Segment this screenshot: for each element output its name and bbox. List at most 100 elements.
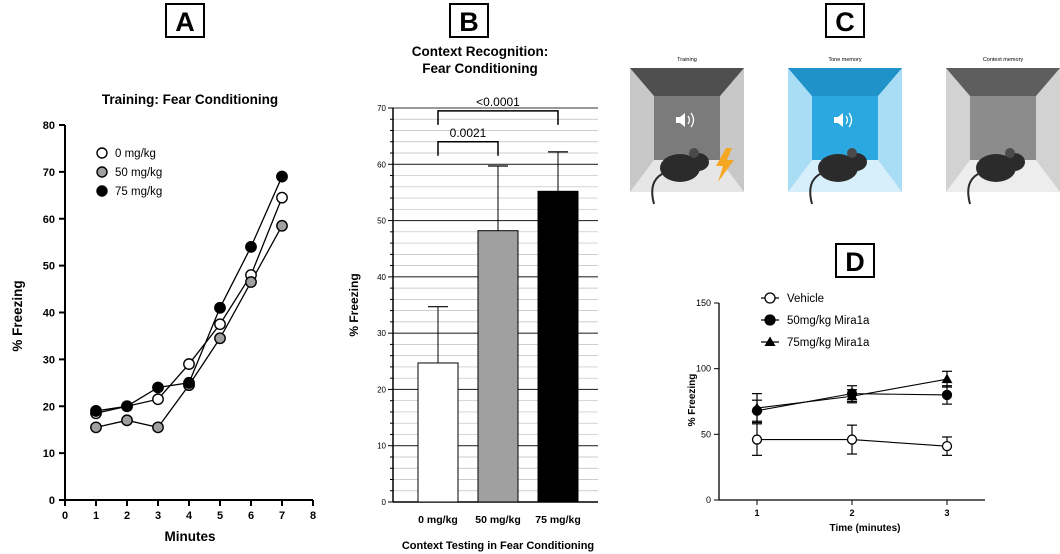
- chart-a-x-tick-label: 6: [248, 510, 254, 522]
- chart-a-y-tick-label: 80: [43, 120, 55, 132]
- panel-label-b: B: [449, 3, 489, 38]
- panel-c-back-wall: [812, 96, 878, 160]
- chart-a-series-line: [95, 225, 283, 429]
- chart-d-data-point: [846, 434, 858, 445]
- chart-a-legend-marker: [96, 147, 108, 159]
- chart-b: Context Recognition: Fear Conditioning C…: [347, 44, 598, 552]
- chart-a-y-tick-label: 30: [43, 354, 55, 366]
- chart-b-category-label: 75 mg/kg: [535, 514, 581, 526]
- chart-d-x-tick-label: 1: [754, 508, 759, 518]
- chart-a-data-point: [152, 393, 164, 406]
- sound-wave-icon: [845, 115, 849, 125]
- chart-d-legend-marker: [764, 292, 776, 304]
- chart-d-data-point: [941, 373, 953, 384]
- chart-a-y-tick-label: 70: [43, 167, 55, 179]
- panel-c-label: Training: [677, 57, 697, 63]
- chart-b-bar: [417, 362, 459, 503]
- chart-a-data-point: [276, 191, 288, 204]
- panel-c-ceiling: [946, 68, 1060, 96]
- chart-a-title: Training: Fear Conditioning: [102, 92, 278, 107]
- chart-d-legend-label: 75mg/kg Mira1a: [787, 337, 870, 349]
- mouse-ear-icon: [847, 148, 857, 158]
- chart-a-xlabel: Minutes: [164, 529, 215, 544]
- panel-c-ceiling: [630, 68, 744, 96]
- chart-a-data-point: [152, 421, 164, 434]
- chart-d-y-tick-label: 150: [696, 298, 711, 308]
- speaker-icon: [676, 113, 685, 127]
- chart-b-y-tick-label: 40: [377, 273, 386, 282]
- chart-a-y-tick-label: 40: [43, 308, 55, 320]
- chart-a-legend-label: 50 mg/kg: [115, 167, 162, 179]
- chart-a-ylabel: % Freezing: [10, 280, 25, 351]
- mouse-ear-icon: [1005, 148, 1015, 158]
- chart-b-bar: [477, 230, 519, 503]
- chart-d-data-point: [941, 389, 953, 401]
- chart-d-xlabel: Time (minutes): [830, 523, 901, 534]
- chart-a-x-tick-label: 8: [310, 510, 316, 522]
- chart-a-x-tick-label: 0: [62, 510, 68, 522]
- chart-a-data-point: [276, 170, 288, 183]
- panel-c-back-wall: [970, 96, 1036, 160]
- chart-d-data-point: [941, 441, 953, 452]
- chart-a-data-point: [245, 240, 257, 253]
- chart-b-y-tick-label: 0: [382, 498, 387, 507]
- chart-a-data-point: [152, 381, 164, 394]
- chart-a: Training: Fear Conditioning Minutes % Fr…: [10, 92, 316, 544]
- chart-b-significance-label: 0.0021: [450, 126, 487, 140]
- chart-d: Time (minutes) % Freezing 0 50 100 150 1 2 3 Ve…: [687, 292, 985, 534]
- chart-d-y-tick-label: 0: [706, 495, 711, 505]
- panel-label-c: C: [825, 3, 865, 38]
- panel-c-illustration: Training Tone memory Context memory: [630, 57, 1060, 205]
- chart-a-y-tick-label: 60: [43, 214, 55, 226]
- chart-a-data-point: [121, 414, 133, 427]
- chart-a-data-point: [245, 276, 257, 288]
- chart-b-significance-bracket: [437, 110, 559, 125]
- chart-d-ylabel: % Freezing: [687, 374, 698, 427]
- chart-a-legend-label: 75 mg/kg: [115, 186, 162, 198]
- chart-b-title: Context Recognition:: [412, 44, 549, 59]
- chart-d-legend-marker: [764, 314, 776, 326]
- panel-c-label: Context memory: [983, 57, 1024, 63]
- chart-a-x-tick-label: 4: [186, 510, 193, 522]
- chart-a-data-point: [183, 358, 195, 370]
- mouse-tail-icon: [651, 173, 663, 205]
- sound-wave-icon: [690, 112, 695, 128]
- chart-d-x-tick-label: 2: [849, 508, 854, 518]
- mouse-tail-icon: [967, 173, 979, 205]
- chart-a-data-point: [214, 301, 226, 314]
- chart-d-legend-label: 50mg/kg Mira1a: [787, 315, 870, 327]
- mouse-tail-icon: [809, 173, 821, 205]
- panel-letter-b: B: [459, 7, 479, 37]
- chart-a-x-tick-label: 2: [124, 510, 130, 522]
- panel-c-ceiling: [788, 68, 902, 96]
- sound-wave-icon: [687, 115, 691, 125]
- mouse-ear-icon: [689, 148, 699, 158]
- chart-b-significance-label: <0.0001: [476, 95, 520, 109]
- chart-b-category-label: 0 mg/kg: [418, 514, 458, 526]
- panel-c-label: Tone memory: [828, 57, 862, 63]
- chart-b-y-tick-label: 70: [377, 104, 386, 113]
- chart-b-y-tick-label: 10: [377, 442, 386, 451]
- chart-b-xlabel: Context Testing in Fear Conditioning: [402, 540, 594, 552]
- chart-a-data-point: [276, 219, 288, 232]
- chart-b-category-label: 50 mg/kg: [475, 514, 521, 526]
- chart-b-ylabel: % Freezing: [347, 273, 361, 336]
- chart-a-data-point: [121, 400, 133, 413]
- chart-b-y-tick-label: 30: [377, 329, 386, 338]
- chart-a-data-point: [90, 421, 102, 434]
- chart-b-subtitle: Fear Conditioning: [422, 61, 538, 76]
- chart-a-data-point: [214, 332, 226, 345]
- chart-a-x-tick-label: 7: [279, 510, 285, 522]
- chart-b-significance-bracket: [437, 141, 499, 156]
- chart-a-data-point: [90, 405, 102, 417]
- chart-d-data-point: [751, 434, 763, 445]
- chart-d-y-tick-label: 50: [701, 429, 711, 439]
- chart-a-data-point: [183, 376, 195, 389]
- panel-letter-a: A: [175, 7, 195, 37]
- chart-a-y-tick-label: 0: [49, 495, 55, 507]
- chart-b-y-tick-label: 60: [377, 160, 386, 169]
- chart-a-series-line: [95, 176, 283, 412]
- chart-d-data-point: [846, 390, 858, 401]
- chart-a-x-tick-label: 5: [217, 510, 223, 522]
